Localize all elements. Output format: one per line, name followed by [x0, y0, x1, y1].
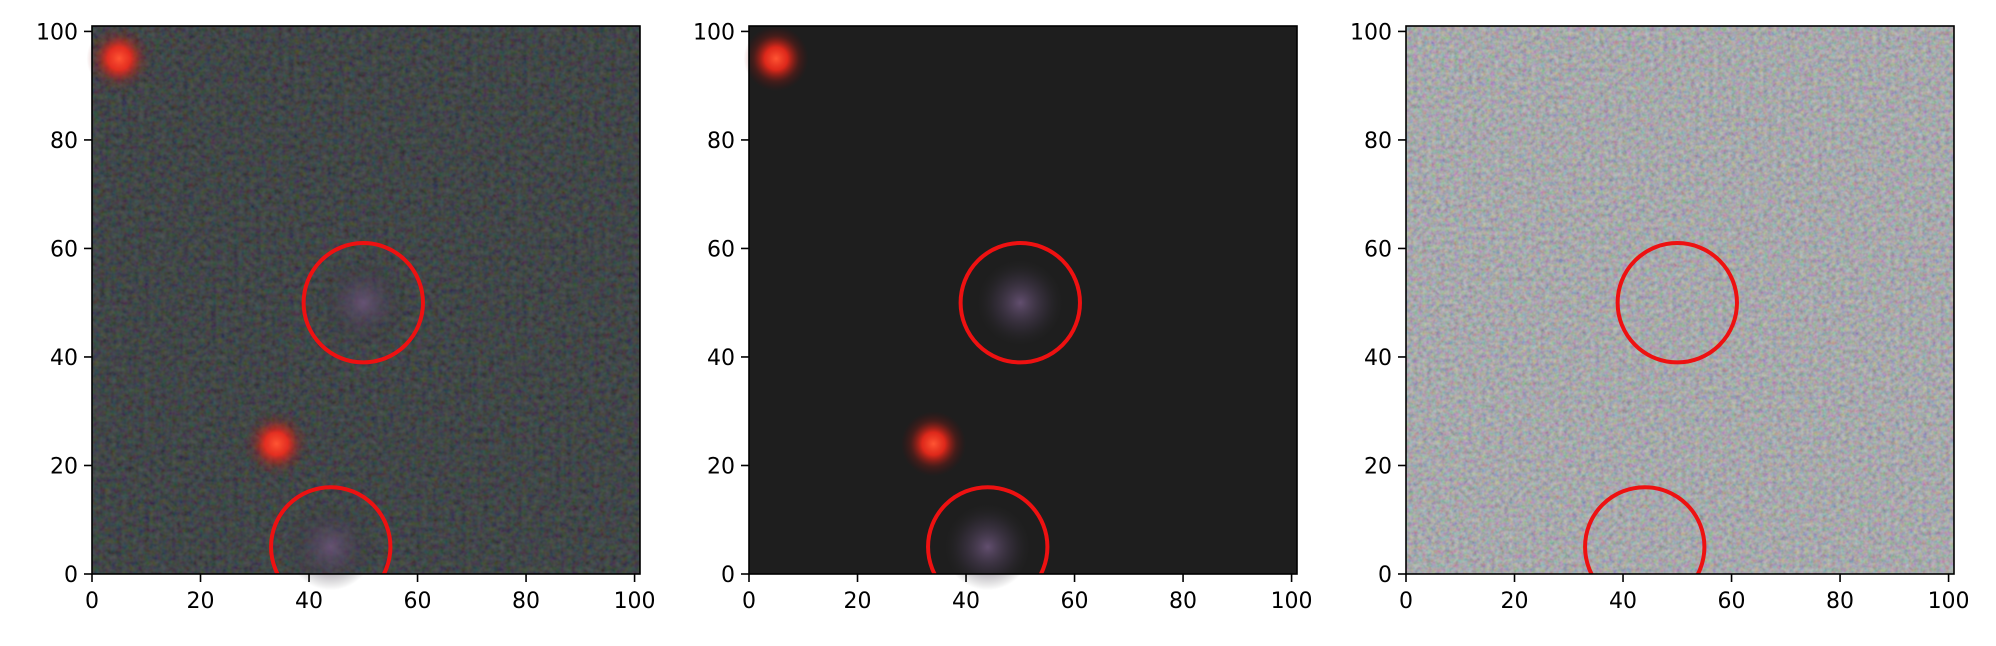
axes-frame [748, 25, 1298, 575]
x-tick-label: 0 [85, 589, 99, 614]
circles-layer [269, 241, 425, 574]
x-axis: 0 20 40 60 80 100 [85, 574, 656, 614]
x-tick-label: 0 [1399, 589, 1413, 614]
star-source [86, 26, 152, 92]
panel-model: 0 20 40 60 80 100 0 20 40 60 80 100 [693, 20, 1313, 614]
panel-residual: 0 20 40 60 80 100 0 20 40 60 80 100 [1350, 20, 1970, 614]
y-tick-label: 40 [707, 346, 735, 371]
panel-observed: 0 20 40 60 80 100 0 20 40 60 80 100 [36, 20, 656, 614]
axes-frame [1405, 25, 1955, 575]
y-tick-label: 60 [50, 237, 78, 262]
galaxy-source [944, 503, 1032, 591]
highlight-circle [926, 485, 1050, 574]
x-tick-label: 80 [512, 589, 540, 614]
y-tick-label: 20 [707, 454, 735, 479]
star-source [743, 26, 809, 92]
x-tick-label: 60 [404, 589, 432, 614]
axes-frame [91, 25, 641, 575]
galaxy-source [287, 503, 375, 591]
circles-layer [926, 241, 1082, 574]
x-tick-label: 100 [1928, 589, 1970, 614]
star-source [243, 411, 310, 477]
noise-texture [1406, 26, 1954, 574]
y-tick-label: 80 [1364, 129, 1392, 154]
x-tick-label: 80 [1826, 589, 1854, 614]
x-tick-label: 60 [1718, 589, 1746, 614]
highlight-circle [1615, 241, 1739, 365]
highlight-circle [958, 241, 1082, 365]
y-tick-label: 100 [1350, 20, 1392, 45]
x-axis: 0 20 40 60 80 100 [1399, 574, 1970, 614]
y-tick-label: 80 [707, 129, 735, 154]
sources-layer [86, 26, 407, 591]
y-tick-label: 60 [1364, 237, 1392, 262]
x-tick-label: 20 [1501, 589, 1529, 614]
y-tick-label: 20 [50, 454, 78, 479]
y-tick-label: 100 [693, 20, 735, 45]
y-axis: 0 20 40 60 80 100 [36, 20, 92, 588]
y-tick-label: 40 [1364, 346, 1392, 371]
star-source [900, 411, 967, 477]
y-tick-label: 80 [50, 129, 78, 154]
x-tick-label: 100 [614, 589, 656, 614]
y-tick-label: 20 [1364, 454, 1392, 479]
x-tick-label: 0 [742, 589, 756, 614]
x-tick-label: 20 [187, 589, 215, 614]
x-tick-label: 40 [1609, 589, 1637, 614]
highlight-circle [269, 485, 393, 574]
x-tick-label: 20 [844, 589, 872, 614]
galaxy-source [976, 259, 1064, 347]
x-tick-label: 40 [295, 589, 323, 614]
x-tick-label: 100 [1271, 589, 1313, 614]
sources-layer [743, 26, 1064, 591]
y-axis: 0 20 40 60 80 100 [1350, 20, 1406, 588]
x-axis: 0 20 40 60 80 100 [742, 574, 1313, 614]
x-tick-label: 60 [1061, 589, 1089, 614]
y-tick-label: 0 [1378, 563, 1392, 588]
circles-layer [1583, 241, 1739, 574]
y-tick-label: 0 [721, 563, 735, 588]
y-axis: 0 20 40 60 80 100 [693, 20, 749, 588]
x-tick-label: 80 [1169, 589, 1197, 614]
highlight-circle [1583, 485, 1707, 574]
galaxy-source [319, 259, 407, 347]
y-tick-label: 0 [64, 563, 78, 588]
y-tick-label: 60 [707, 237, 735, 262]
y-tick-label: 40 [50, 346, 78, 371]
y-tick-label: 100 [36, 20, 78, 45]
x-tick-label: 40 [952, 589, 980, 614]
highlight-circle [301, 241, 425, 365]
